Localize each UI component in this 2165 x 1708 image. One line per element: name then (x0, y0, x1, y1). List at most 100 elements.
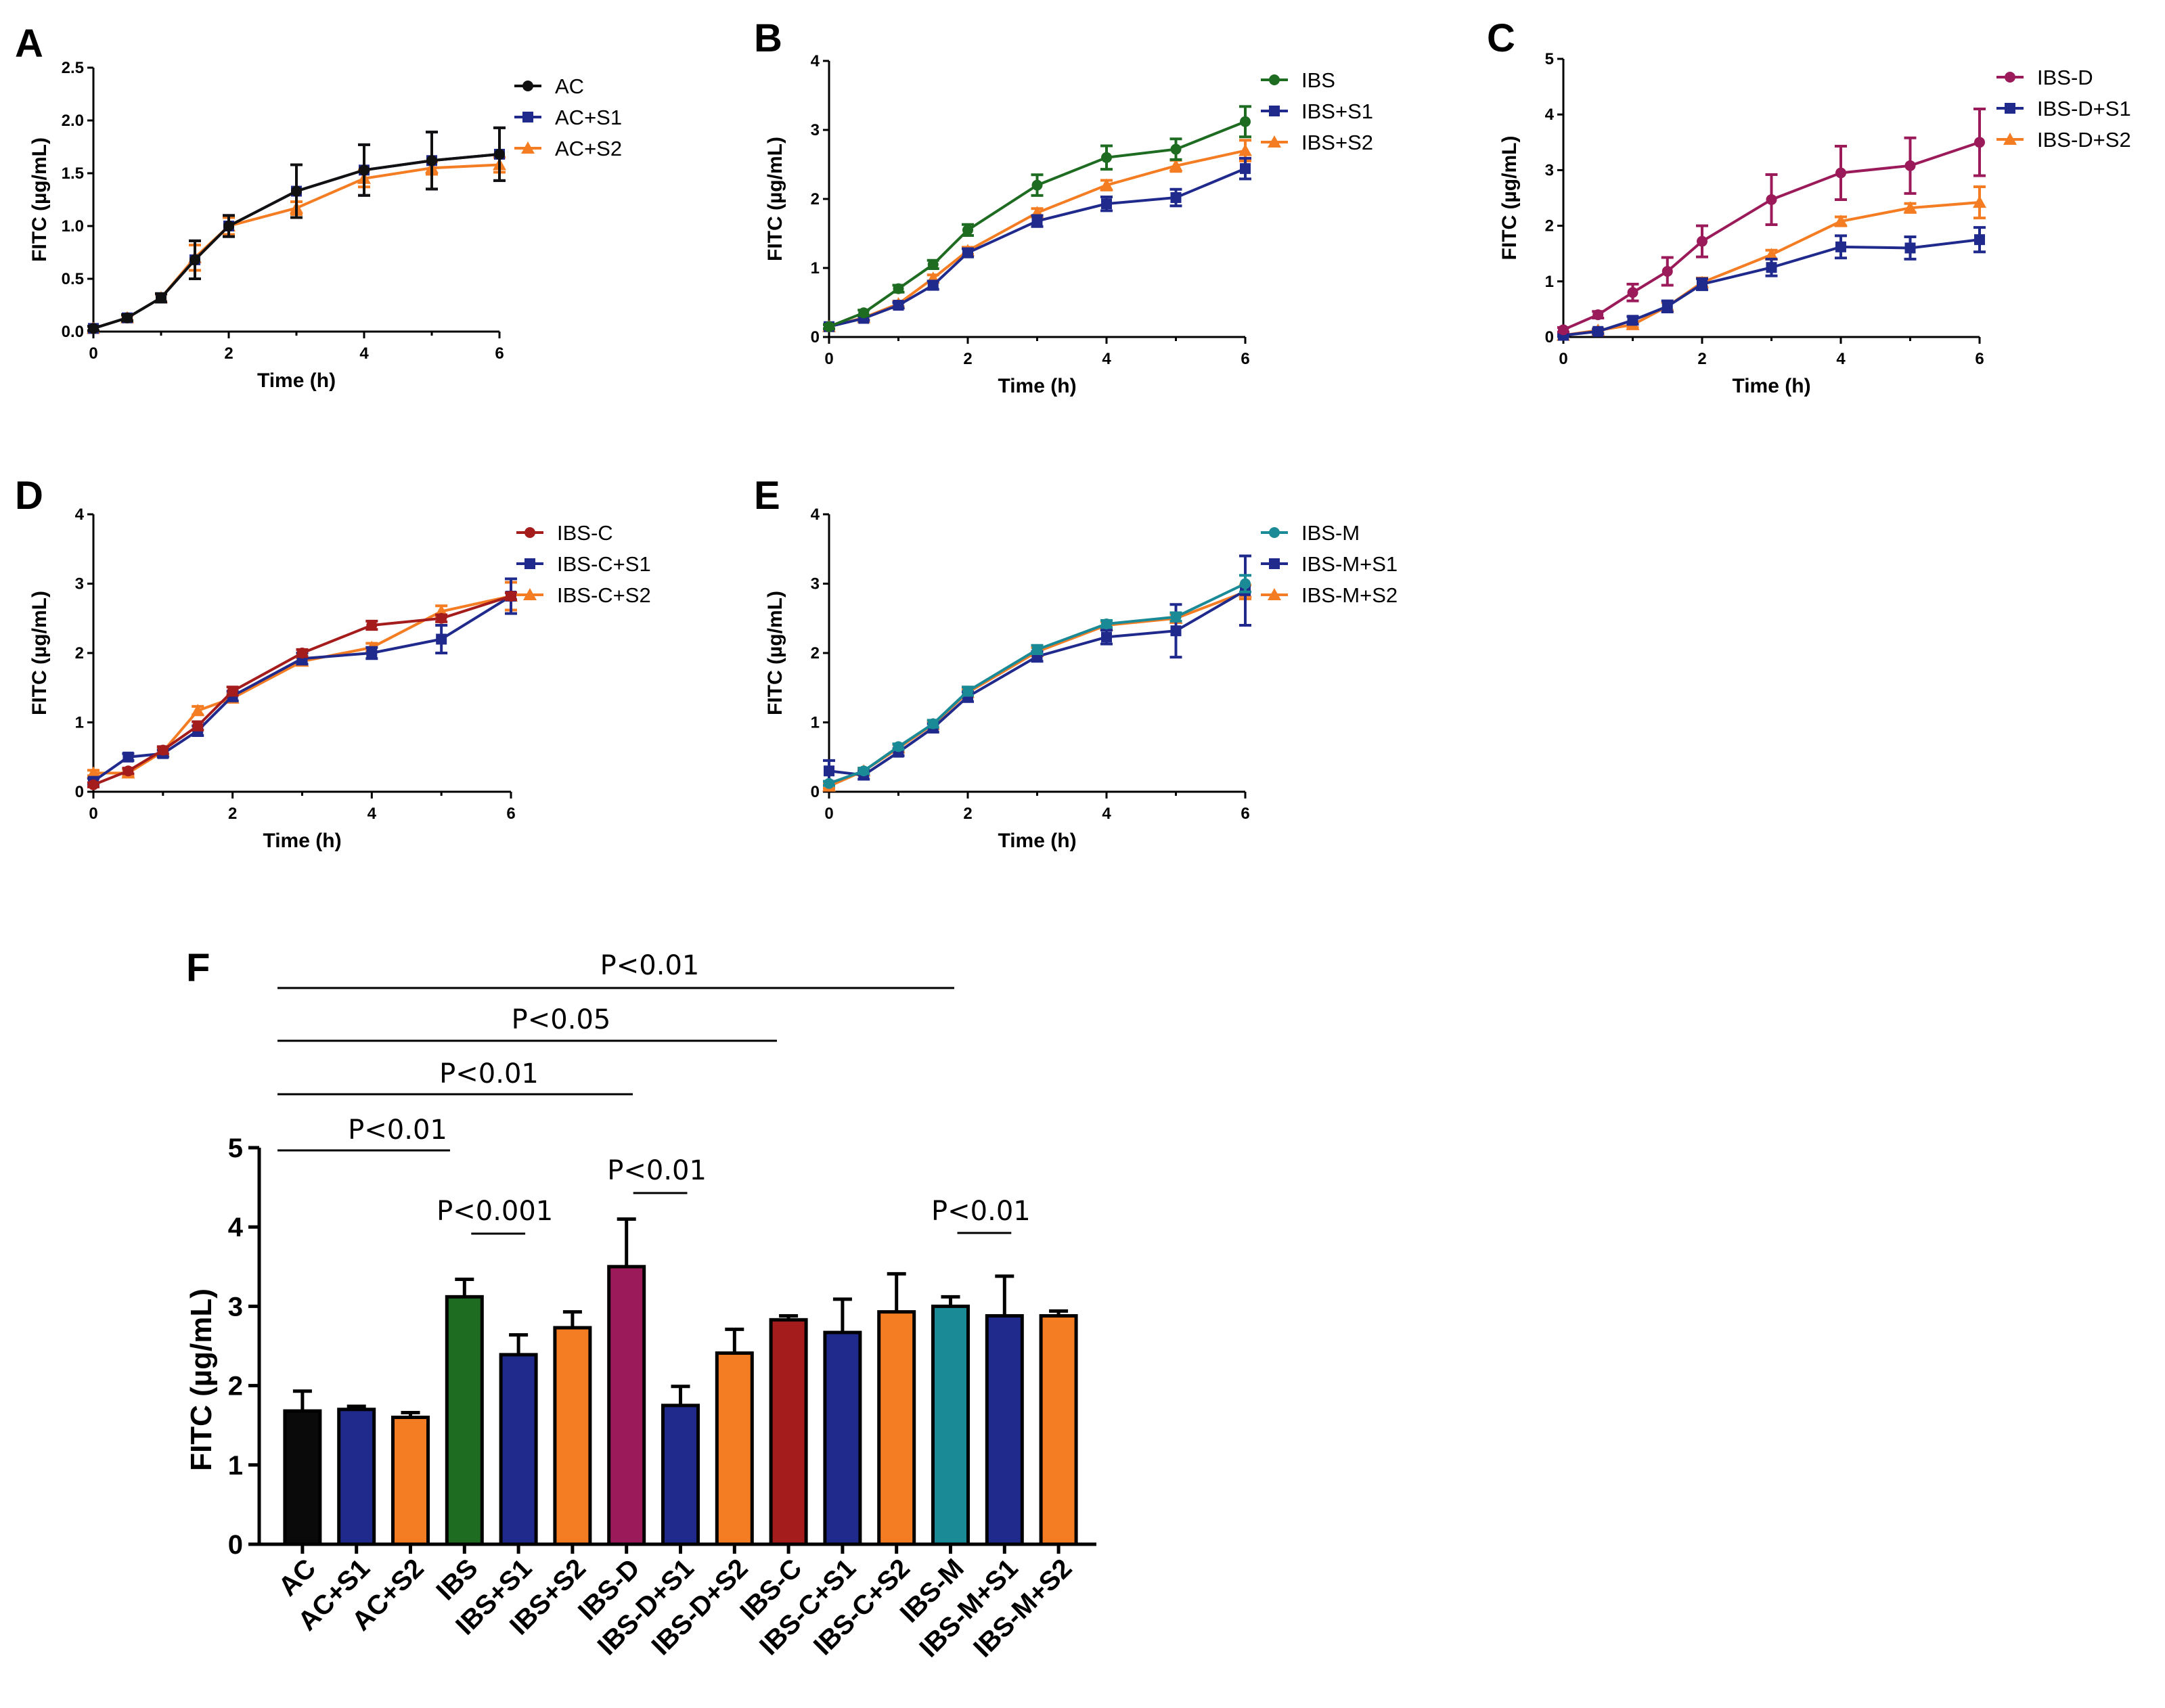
data-point (1558, 324, 1569, 336)
legend-label: IBS-D (2037, 66, 2093, 89)
significance-label: P<0.05 (512, 1004, 611, 1035)
bar-group: AC (273, 1389, 322, 1602)
x-tick-label: 0 (89, 805, 97, 823)
x-tick-label: 0 (1559, 350, 1567, 368)
data-point (1904, 242, 1916, 254)
significance-bracket: P<0.01 (277, 1058, 633, 1096)
x-axis-label: Time (h) (263, 830, 341, 852)
panel-letter: D (15, 474, 43, 518)
data-point (962, 686, 973, 697)
data-point (824, 321, 834, 332)
data-point (191, 704, 205, 717)
y-tick-label: 4 (75, 505, 85, 524)
data-point (893, 283, 904, 294)
x-tick-label: 6 (495, 344, 504, 363)
data-point (824, 765, 834, 777)
bar (931, 1304, 970, 1546)
legend-marker (1268, 135, 1281, 148)
legend-marker (522, 112, 533, 122)
series-IBS (823, 105, 1251, 332)
y-tick-label: 2 (75, 644, 84, 662)
legend-label: IBS-M+S2 (1301, 583, 1398, 607)
legend-label: IBS+S1 (1301, 99, 1373, 123)
y-tick-label: 2 (1545, 217, 1554, 235)
bar (985, 1313, 1024, 1546)
data-point (858, 765, 870, 777)
series-IBS-D+S1 (1557, 226, 1986, 341)
legend-label: AC+S2 (555, 137, 622, 160)
data-point (1100, 178, 1113, 191)
data-point (1101, 618, 1112, 629)
data-point (824, 778, 834, 789)
series-IBS-M+S1 (823, 554, 1251, 783)
y-axis-label: FITC (µg/mL) (185, 1288, 218, 1471)
significance-label: P<0.01 (600, 950, 700, 981)
data-point (189, 254, 200, 265)
data-point (893, 741, 904, 752)
y-tick-label: 1.5 (62, 164, 84, 183)
y-tick-label: 1 (75, 714, 84, 732)
y-tick-label: 4 (811, 505, 820, 524)
bar (1039, 1313, 1078, 1546)
data-point (1031, 644, 1043, 655)
y-axis-label: FITC (µg/mL) (764, 591, 786, 715)
data-point (1764, 248, 1779, 261)
significance-bracket: P<0.05 (277, 1004, 777, 1042)
significance-label: P<0.01 (607, 1155, 707, 1186)
legend-label: AC+S1 (555, 106, 622, 129)
significance-bracket: P<0.01 (931, 1196, 1031, 1234)
data-point (366, 648, 378, 658)
bar (391, 1415, 430, 1546)
x-axis-label: Time (h) (998, 375, 1076, 397)
data-point (1834, 215, 1848, 227)
significance-bracket: P<0.01 (607, 1155, 707, 1194)
x-tick-label: 4 (1102, 350, 1111, 368)
panel-letter: C (1487, 16, 1515, 60)
data-point (1238, 143, 1252, 156)
data-point (88, 323, 99, 334)
bar (877, 1310, 916, 1546)
legend-marker (522, 81, 533, 91)
data-point (1904, 160, 1916, 171)
y-tick-label: 1 (811, 714, 820, 732)
y-tick-label: 4 (1545, 106, 1555, 124)
bar (283, 1409, 322, 1546)
data-point (87, 766, 100, 779)
significance-bracket: P<0.01 (277, 1115, 450, 1152)
data-point (1697, 278, 1708, 290)
legend-label: IBS-C+S1 (557, 552, 651, 576)
data-point (858, 307, 870, 319)
y-tick-label: 3 (811, 575, 820, 593)
data-point (1835, 241, 1846, 252)
series-IBS-C+S2 (87, 581, 518, 779)
x-axis-label: Time (h) (257, 369, 336, 392)
significance-label: P<0.01 (931, 1196, 1031, 1227)
significance-bracket: P<0.001 (437, 1196, 553, 1235)
series-IBS-M (823, 574, 1251, 789)
bar (823, 1330, 862, 1546)
data-point (223, 221, 234, 231)
data-point (1661, 300, 1673, 312)
legend-label: IBS+S2 (1301, 131, 1373, 154)
x-tick-label: 2 (228, 805, 237, 823)
data-point (436, 633, 447, 645)
legend-label: IBS-D+S2 (2037, 128, 2131, 152)
legend-marker (2005, 103, 2015, 114)
legend: AC AC+S1 AC+S2 (514, 74, 622, 160)
data-point (426, 155, 437, 166)
significance-label: P<0.01 (348, 1115, 447, 1146)
panel-letter: B (754, 16, 782, 60)
bar (607, 1265, 646, 1546)
series-IBS+S2 (822, 139, 1252, 332)
significance-label: P<0.01 (439, 1058, 539, 1089)
series-AC (87, 126, 506, 334)
legend-marker (1269, 74, 1280, 85)
data-point (927, 718, 939, 729)
data-point (1627, 287, 1638, 298)
panel-letter: A (15, 22, 43, 66)
legend-label: IBS-M+S1 (1301, 552, 1398, 576)
series-line (1563, 141, 1980, 332)
y-tick-label: 1 (811, 259, 820, 277)
bar (715, 1351, 754, 1546)
